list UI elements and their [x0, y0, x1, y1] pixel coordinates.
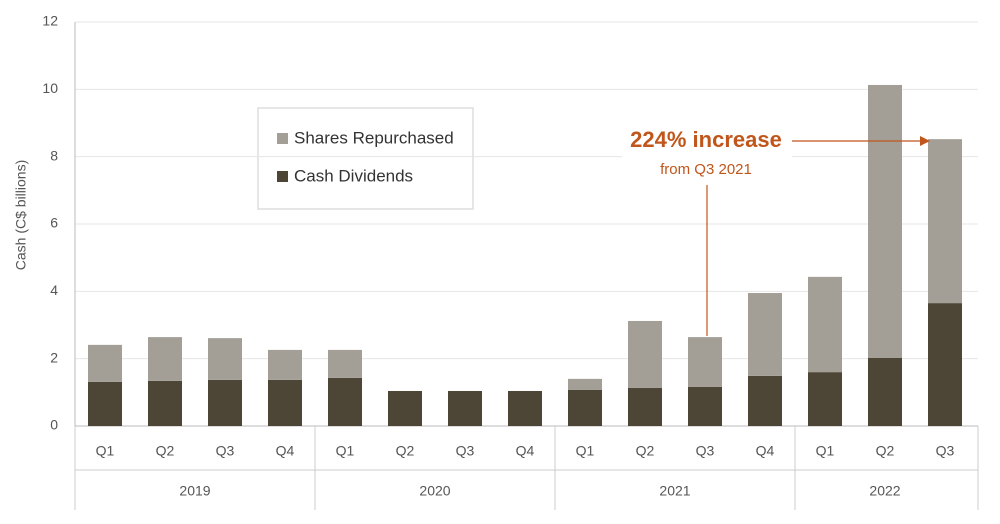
group-label: 2021 [659, 483, 690, 499]
legend-label: Cash Dividends [294, 166, 413, 185]
group-label: 2020 [419, 483, 450, 499]
x-tick-label: Q3 [936, 443, 955, 459]
x-tick-label: Q1 [96, 443, 115, 459]
x-tick-label: Q2 [396, 443, 415, 459]
bar-segment [568, 378, 602, 390]
bar-segment [148, 380, 182, 426]
legend-box [257, 107, 474, 210]
bar-segment [268, 379, 302, 426]
bar-segment [208, 379, 242, 426]
bar-segment [328, 377, 362, 426]
x-tick-label: Q1 [816, 443, 835, 459]
bar-segment [208, 338, 242, 380]
group-label: 2022 [869, 483, 900, 499]
bar-segment [328, 349, 362, 378]
annotation-subtitle: from Q3 2021 [660, 161, 752, 178]
bar-segment [748, 375, 782, 426]
x-tick-label: Q3 [696, 443, 715, 459]
bar-segment [88, 344, 122, 382]
bar-segment [508, 390, 542, 426]
bar-segment [868, 84, 902, 358]
y-tick-label: 2 [50, 349, 58, 365]
annotation-arrowhead [920, 136, 930, 146]
bar-segment [568, 389, 602, 426]
x-tick-label: Q1 [336, 443, 355, 459]
legend-label: Shares Repurchased [294, 128, 454, 147]
bar-segment [748, 293, 782, 376]
y-tick-label: 8 [50, 147, 58, 163]
bar-segment [808, 276, 842, 373]
bar-segment [808, 372, 842, 426]
bar-segment [628, 320, 662, 388]
annotation-bg [622, 125, 792, 185]
bar-segment [688, 337, 722, 387]
bar-segment [268, 349, 302, 380]
x-tick-label: Q3 [216, 443, 235, 459]
legend-swatch [277, 171, 288, 182]
y-axis-label: Cash (C$ billions) [13, 160, 29, 270]
group-label: 2019 [179, 483, 210, 499]
legend-swatch [277, 133, 288, 144]
x-tick-label: Q4 [516, 443, 535, 459]
annotation-title: 224% increase [630, 127, 782, 152]
bar-segment [148, 337, 182, 381]
y-tick-label: 0 [50, 417, 58, 433]
y-tick-label: 12 [42, 13, 58, 29]
x-tick-label: Q2 [876, 443, 895, 459]
x-tick-label: Q4 [756, 443, 775, 459]
y-tick-label: 4 [50, 282, 58, 298]
y-tick-label: 6 [50, 215, 58, 231]
x-tick-label: Q3 [456, 443, 475, 459]
bar-segment [928, 303, 962, 426]
x-tick-label: Q4 [276, 443, 295, 459]
x-tick-label: Q2 [636, 443, 655, 459]
bar-segment [868, 357, 902, 426]
bar-segment [928, 139, 962, 304]
bar-segment [448, 390, 482, 426]
bar-segment [688, 386, 722, 426]
y-tick-label: 10 [42, 80, 58, 96]
bar-segment [628, 387, 662, 426]
x-tick-label: Q2 [156, 443, 175, 459]
bar-segment [88, 381, 122, 426]
bar-segment [388, 390, 422, 426]
x-tick-label: Q1 [576, 443, 595, 459]
